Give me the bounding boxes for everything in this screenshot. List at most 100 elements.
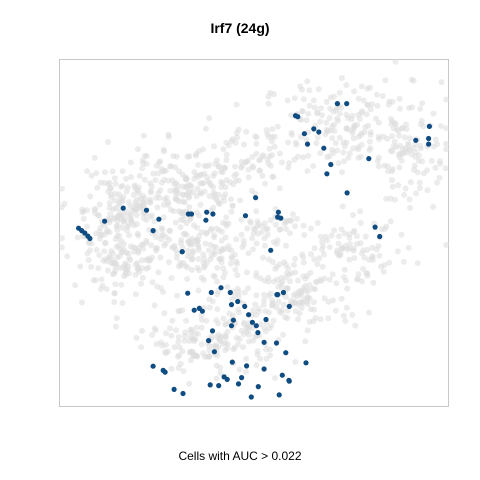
- highlighted-cell-point: [286, 303, 292, 309]
- background-cell-point: [356, 115, 363, 122]
- background-cell-point: [214, 306, 221, 313]
- background-cell-point: [389, 177, 395, 184]
- background-cell-point: [147, 196, 154, 203]
- background-cell-point: [375, 119, 382, 126]
- background-cell-point: [198, 312, 205, 319]
- highlighted-cell-point: [143, 207, 150, 213]
- background-cell-point: [165, 259, 172, 266]
- background-cell-point: [366, 147, 373, 154]
- background-cell-point: [349, 311, 356, 318]
- background-cell-point: [330, 108, 337, 115]
- background-cell-point: [79, 299, 85, 306]
- background-cell-point: [222, 191, 229, 198]
- background-cell-point: [255, 308, 262, 315]
- background-cell-point: [214, 264, 221, 271]
- background-cell-point: [328, 232, 335, 239]
- background-cell-point: [233, 334, 240, 341]
- background-cell-point: [382, 77, 389, 84]
- highlighted-cell-point: [204, 209, 210, 215]
- background-cell-point: [181, 337, 188, 344]
- background-cell-point: [363, 111, 370, 118]
- background-cell-point: [284, 315, 291, 322]
- background-cell-point: [127, 257, 134, 263]
- background-cell-point: [419, 100, 426, 107]
- highlighted-cell-point: [102, 218, 108, 224]
- background-cell-point: [366, 309, 372, 316]
- background-cell-point: [93, 170, 100, 177]
- background-cell-point: [357, 240, 364, 247]
- background-cell-point: [336, 134, 343, 141]
- highlighted-cell-point: [210, 211, 216, 217]
- highlighted-cell-point: [171, 386, 177, 392]
- background-cell-point: [231, 163, 238, 170]
- background-cell-point: [343, 304, 350, 311]
- background-cell-point: [169, 177, 176, 184]
- background-cell-point: [223, 157, 230, 163]
- background-cell-point: [310, 97, 317, 104]
- background-cell-point: [381, 262, 388, 269]
- background-cell-point: [193, 209, 200, 216]
- background-cell-point: [119, 300, 126, 306]
- background-cell-point: [245, 331, 252, 338]
- background-cell-point: [177, 216, 184, 223]
- background-cell-point: [264, 226, 271, 232]
- background-cell-point: [276, 185, 283, 192]
- background-cell-point: [319, 112, 325, 119]
- background-cell-point: [234, 272, 241, 279]
- background-cell-point: [198, 229, 205, 236]
- background-cell-point: [125, 263, 132, 270]
- background-cell-point: [407, 204, 414, 211]
- background-cell-point: [306, 295, 313, 302]
- background-cell-point: [343, 139, 350, 146]
- background-cell-point: [220, 274, 227, 281]
- background-cell-point: [323, 98, 330, 105]
- background-cell-point: [286, 271, 293, 278]
- highlighted-cell-point: [228, 323, 235, 329]
- background-cell-point: [116, 253, 123, 260]
- background-cell-point: [206, 115, 213, 122]
- background-cell-point: [303, 287, 310, 294]
- background-cell-point: [253, 292, 260, 299]
- highlighted-cell-point: [372, 224, 378, 230]
- background-cell-point: [98, 276, 105, 283]
- background-cell-point: [130, 205, 137, 212]
- background-cell-point: [85, 257, 92, 264]
- highlighted-cell-point: [286, 378, 292, 384]
- background-cell-point: [352, 322, 359, 329]
- background-cell-point: [139, 192, 146, 199]
- background-cell-point: [335, 160, 342, 167]
- background-cell-point: [362, 124, 369, 131]
- background-cell-point: [280, 331, 286, 338]
- background-cell-point: [169, 317, 176, 324]
- highlighted-cell-point: [344, 101, 350, 107]
- highlighted-cell-point: [377, 233, 383, 240]
- background-cell-point: [58, 185, 65, 192]
- background-cell-point: [217, 370, 224, 376]
- background-cell-point: [58, 235, 65, 242]
- background-cell-point: [396, 154, 403, 160]
- background-cell-point: [355, 271, 362, 278]
- background-cell-point: [311, 299, 317, 306]
- background-cell-point: [270, 173, 277, 180]
- background-cell-point: [184, 253, 191, 260]
- background-cell-point: [273, 240, 280, 247]
- background-cell-point: [424, 167, 431, 174]
- highlighted-cell-point: [268, 247, 274, 253]
- background-cell-point: [186, 204, 193, 210]
- background-cell-point: [205, 247, 212, 254]
- background-cell-point: [252, 226, 259, 233]
- background-cell-point: [77, 263, 84, 270]
- background-cell-point: [334, 115, 340, 122]
- background-cell-point: [278, 159, 285, 166]
- background-cell-point: [288, 217, 295, 224]
- chart-title: Irf7 (24g): [210, 20, 270, 36]
- background-cell-point: [210, 204, 217, 211]
- background-cell-point: [61, 200, 68, 207]
- background-cell-point: [93, 246, 100, 253]
- background-cell-point: [126, 232, 133, 239]
- background-cell-point: [128, 174, 135, 180]
- background-cell-point: [232, 266, 239, 273]
- background-cell-point: [163, 234, 170, 241]
- background-cell-point: [236, 309, 242, 316]
- background-cell-point: [58, 244, 65, 251]
